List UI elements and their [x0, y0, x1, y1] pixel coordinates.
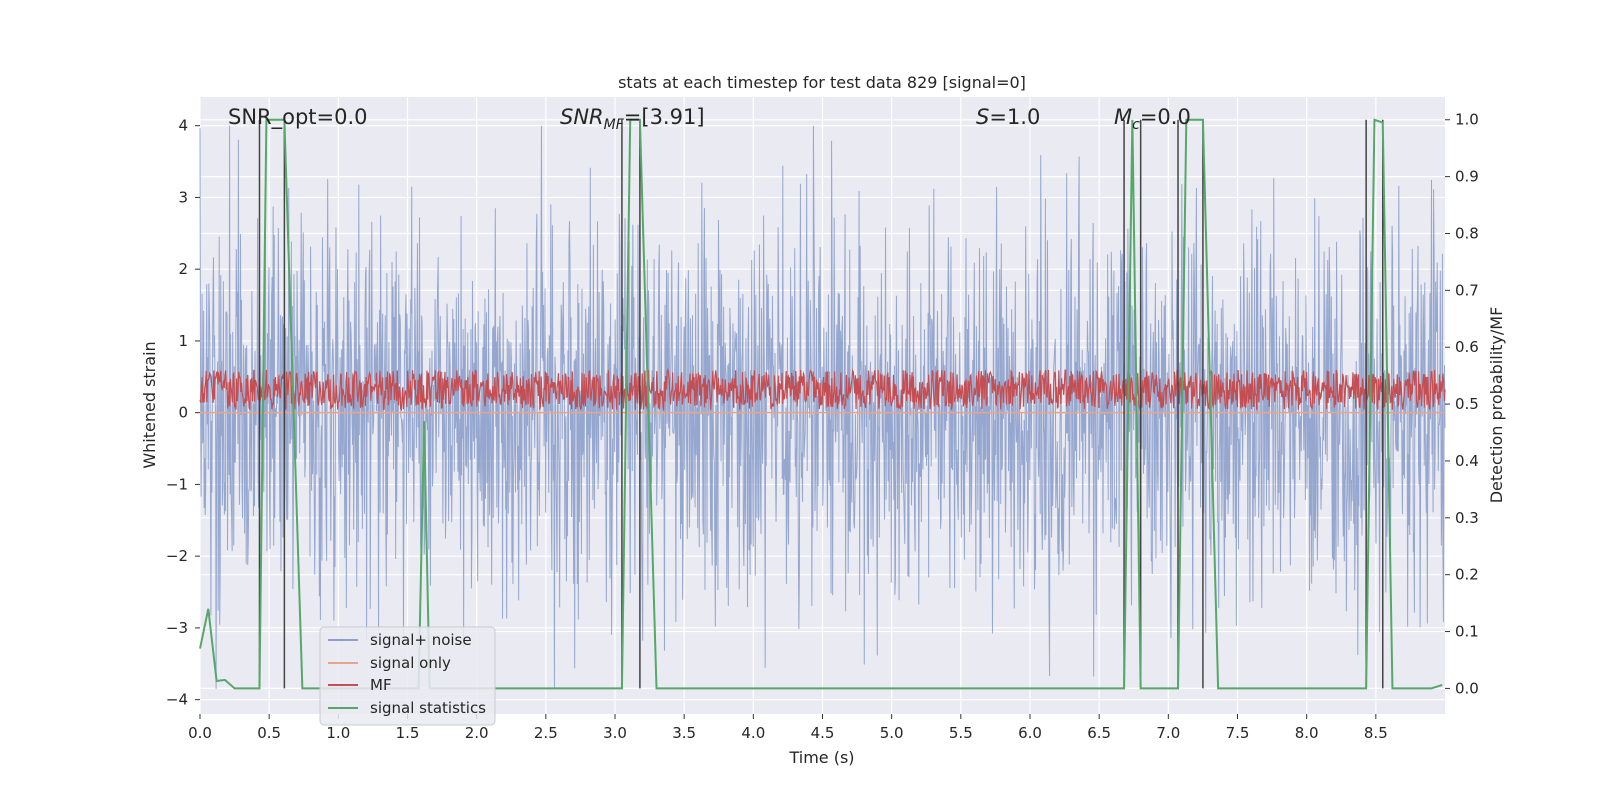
mf-line	[199, 367, 1446, 412]
y-tick-label: −3	[166, 619, 188, 637]
x-tick-label: 6.0	[1018, 724, 1042, 742]
x-tick-label: 2.0	[465, 724, 489, 742]
y-tick-label: 0	[178, 404, 188, 422]
noise-series	[199, 125, 1446, 689]
mf-series	[199, 367, 1446, 412]
x-tick-label: 5.0	[880, 724, 904, 742]
y-right-tick-label: 0.1	[1455, 623, 1479, 641]
y-axis-label: Whitened strain	[140, 341, 159, 468]
y-right-tick-label: 0.9	[1455, 168, 1479, 186]
snr-mf-annotation: SNRMF=[3.91]	[560, 105, 705, 133]
x-tick-label: 5.5	[949, 724, 973, 742]
x-tick-label: 4.0	[741, 724, 765, 742]
y-right-tick-label: 0.8	[1455, 224, 1479, 242]
legend-label-signal-statistics: signal statistics	[370, 699, 486, 717]
y-tick-label: 4	[178, 117, 188, 135]
vertical-markers	[258, 119, 1384, 689]
x-tick-label: 7.5	[1226, 724, 1250, 742]
x-tick-label: 3.0	[603, 724, 627, 742]
y-right-tick-label: 0.0	[1455, 679, 1479, 697]
legend: signal+ noise signal only MF signal stat…	[319, 626, 496, 726]
s-main: S	[976, 105, 989, 129]
x-tick-label: 3.5	[672, 724, 696, 742]
s-annotation: S=1.0	[976, 105, 1040, 129]
snr-mf-value: =[3.91]	[624, 105, 705, 129]
x-tick-label: 1.0	[326, 724, 350, 742]
snr-opt-annotation: SNR_opt=0.0	[228, 105, 368, 130]
y-tick-label: 2	[178, 260, 188, 278]
y-tick-label: 3	[178, 188, 188, 206]
snr-mf-sub: MF	[604, 117, 625, 133]
y-right-tick-label: 0.3	[1455, 509, 1479, 527]
x-tick-label: 6.5	[1087, 724, 1111, 742]
legend-label-mf: MF	[370, 676, 392, 694]
signal-statistics-series	[199, 118, 1443, 690]
snr-mf-main: SNR	[560, 105, 604, 129]
x-tick-label: 0.5	[257, 724, 281, 742]
y-right-tick-label: 0.2	[1455, 566, 1479, 584]
s-value: =1.0	[989, 105, 1040, 129]
legend-label-noise: signal+ noise	[370, 631, 472, 649]
mc-annotation: Mc=0.0	[1114, 105, 1191, 133]
y-right-tick-label: 0.4	[1455, 452, 1479, 470]
y-tick-label: −4	[166, 691, 188, 709]
mc-main: M	[1114, 105, 1132, 129]
x-tick-label: 8.0	[1295, 724, 1319, 742]
y-right-axis-ticks: 1.0 0.9 0.8 0.7 0.6 0.5 0.4 0.3 0.2 0.1 0.0	[1445, 111, 1479, 697]
legend-label-signal-only: signal only	[370, 654, 451, 672]
noise-line	[199, 125, 1446, 689]
x-tick-label: 4.5	[811, 724, 835, 742]
signal-statistics-line	[199, 118, 1443, 690]
y-tick-label: 1	[178, 332, 188, 350]
x-tick-label: 2.5	[534, 724, 558, 742]
x-tick-label: 8.5	[1364, 724, 1388, 742]
y-tick-label: −2	[166, 547, 188, 565]
y-right-axis-label: Detection probability/MF	[1487, 307, 1506, 504]
y-right-tick-label: 1.0	[1455, 111, 1479, 129]
x-axis-label: Time (s)	[788, 748, 854, 767]
mc-sub: c	[1132, 117, 1140, 133]
y-right-tick-label: 0.7	[1455, 281, 1479, 299]
x-tick-label: 0.0	[188, 724, 212, 742]
y-right-tick-label: 0.5	[1455, 395, 1479, 413]
y-tick-label: −1	[166, 475, 188, 493]
y-right-tick-label: 0.6	[1455, 338, 1479, 356]
legend-box	[319, 626, 496, 726]
y-axis-ticks: 4 3 2 1 0 −1 −2 −3 −4	[166, 117, 200, 709]
mc-value: =0.0	[1140, 105, 1191, 129]
x-axis-ticks: 0.0 0.5 1.0 1.5 2.0 2.5 3.0 3.5 4.0 4.5 5.0 5.5 6.0 6…	[188, 714, 1388, 742]
x-tick-label: 1.5	[396, 724, 420, 742]
x-tick-label: 7.0	[1156, 724, 1180, 742]
chart-title: stats at each timestep for test data 829…	[618, 73, 1026, 92]
